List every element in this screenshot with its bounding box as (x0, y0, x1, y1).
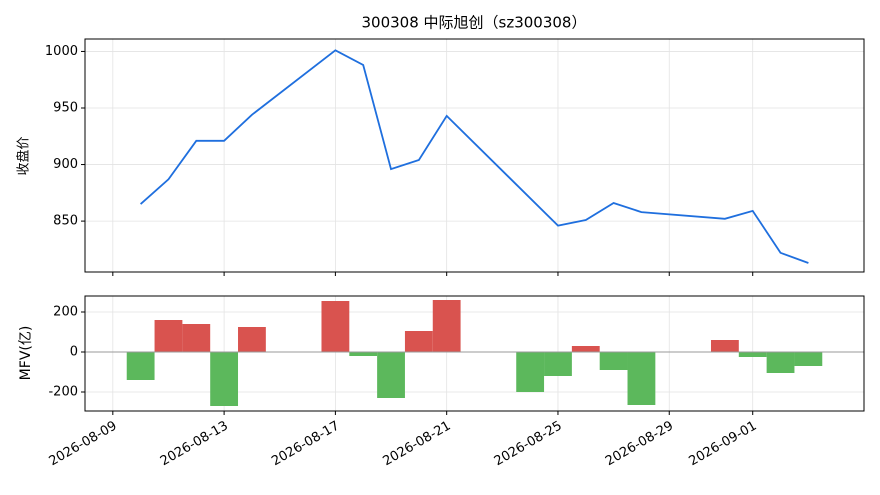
bar (404, 331, 433, 352)
chart-title: 300308 中际旭创（sz300308） (362, 14, 587, 32)
bar (238, 327, 266, 352)
bar (794, 352, 823, 366)
bar (544, 352, 572, 376)
bar (349, 352, 378, 356)
y-axis-label: 收盘价 (16, 136, 32, 175)
bar (210, 352, 239, 406)
x-tick-label: 2026-08-13 (158, 419, 231, 470)
plot-frame (84, 38, 865, 273)
bar (182, 324, 211, 352)
x-tick-label: 2026-08-17 (269, 419, 342, 470)
x-tick-label: 2026-08-29 (603, 419, 676, 470)
bar (321, 301, 350, 352)
y-tick-label: 0 (70, 345, 78, 360)
y-tick-label: 950 (53, 100, 78, 115)
x-tick-label: 2026-08-25 (492, 419, 565, 470)
bar (126, 352, 155, 380)
bar (599, 352, 628, 370)
bar (738, 352, 767, 357)
bar (154, 320, 183, 352)
bar (377, 352, 405, 398)
y-tick-label: 1000 (45, 44, 78, 59)
bar (710, 340, 739, 352)
bar (627, 352, 656, 405)
y-tick-label: 900 (53, 157, 78, 172)
x-tick-label: 2026-09-01 (687, 419, 760, 470)
y-tick-label: 200 (53, 305, 78, 320)
x-tick-label: 2026-08-21 (380, 419, 453, 470)
y-tick-label: 850 (53, 214, 78, 229)
bar (766, 352, 795, 373)
bar (571, 346, 600, 352)
bar (432, 300, 461, 352)
x-tick-label: 2026-08-09 (47, 419, 120, 470)
y-tick-label: -200 (48, 385, 78, 400)
y-axis-label: MFV(亿) (18, 326, 34, 381)
price-line (140, 49, 809, 264)
plot-frame (84, 295, 865, 412)
bar (516, 352, 545, 392)
